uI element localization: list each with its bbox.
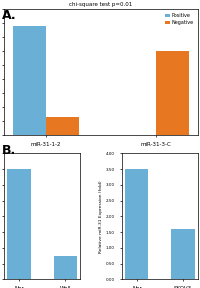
Legend: Positive, Negative: Positive, Negative	[163, 11, 196, 27]
Title: chi-square test p=0.01: chi-square test p=0.01	[69, 2, 133, 7]
Y-axis label: Relative miR-31 Expression (fold): Relative miR-31 Expression (fold)	[99, 180, 103, 253]
Text: B.: B.	[2, 144, 16, 157]
Bar	[46, 117, 79, 134]
Bar	[13, 26, 46, 134]
Bar	[125, 169, 148, 279]
Bar	[7, 169, 31, 279]
Bar	[156, 51, 189, 134]
Text: A.: A.	[2, 9, 17, 22]
Bar	[171, 229, 195, 279]
Bar	[54, 256, 77, 279]
